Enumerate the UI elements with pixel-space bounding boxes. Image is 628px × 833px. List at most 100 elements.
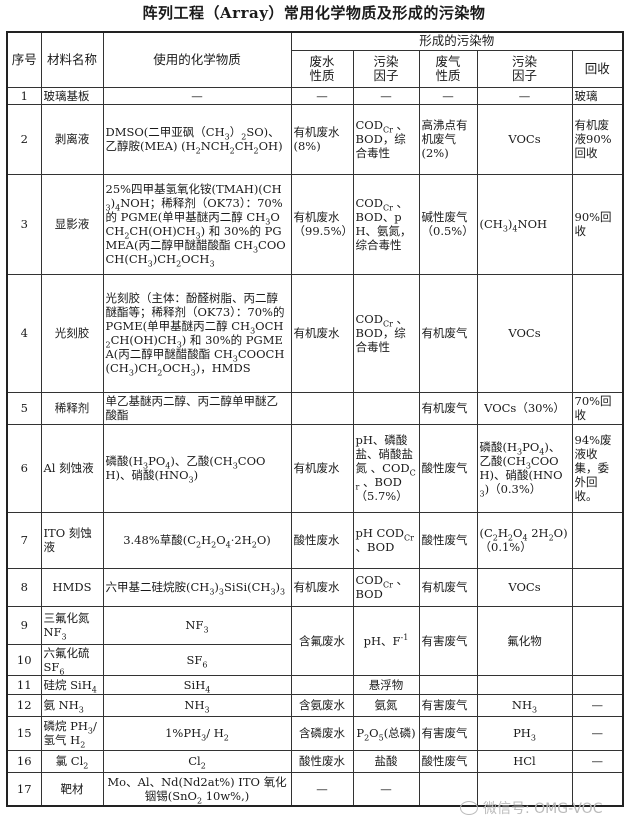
wastewater-factor: 盐酸 bbox=[352, 749, 420, 773]
waste-gas-type: 有害废气 bbox=[418, 693, 478, 717]
wastewater-type: 含磷废水 bbox=[290, 715, 354, 751]
chemical-substances: — bbox=[102, 86, 292, 105]
wastewater-type: — bbox=[290, 771, 354, 807]
chemical-substances: Mo、Al、Nd(Nd2at%) ITO 氧化铟锡(SnO2 10w%,) bbox=[102, 771, 292, 807]
material-name: 稀释剂 bbox=[40, 391, 104, 425]
material-name: HMDS bbox=[40, 567, 104, 607]
wastewater-type: 含氨废水 bbox=[290, 693, 354, 717]
wastewater-factor: CODCr 、BOD，综合毒性 bbox=[352, 103, 420, 175]
wastewater-factor: CODCr 、BOD，综合毒性 bbox=[352, 273, 420, 393]
chemical-substances: 3.48%草酸(C2H2O4·2H2O) bbox=[102, 511, 292, 569]
material-name: 靶材 bbox=[40, 771, 104, 807]
pollutant-table: 序号 材料名称 使用的化学物质 形成的污染物 废水性质 污染因子 废气性质 污染… bbox=[6, 31, 625, 807]
waste-gas-type: 酸性废气 bbox=[418, 749, 478, 773]
recovery: 90%回收 bbox=[571, 173, 624, 275]
chemical-substances: 六甲基二硅烷胺(CH3)3SiSi(CH3)3 bbox=[102, 567, 292, 607]
table-row: 7 ITO 刻蚀液 3.48%草酸(C2H2O4·2H2O) 酸性废水 pH CODCr… bbox=[6, 511, 624, 569]
wastewater-type bbox=[290, 674, 354, 695]
recovery bbox=[571, 674, 624, 695]
waste-gas-factor: VOCs bbox=[476, 103, 573, 175]
recovery bbox=[571, 511, 624, 569]
table-row: 11 硅烷 SiH4 SiH4 悬浮物 bbox=[6, 674, 624, 695]
wastewater-type: 有机废水 bbox=[290, 273, 354, 393]
material-name: 氨 NH3 bbox=[40, 693, 104, 717]
header-recovery: 回收 bbox=[571, 49, 624, 88]
table-row: 1 玻璃基板 — — — — — 玻璃 bbox=[6, 86, 624, 105]
recovery: 70%回收 bbox=[571, 391, 624, 425]
waste-gas-factor: (CH3)4NOH bbox=[476, 173, 573, 275]
waste-gas-type: 高沸点有机废气(2%) bbox=[418, 103, 478, 175]
material-name: 显影液 bbox=[40, 173, 104, 275]
wastewater-type: 酸性废水 bbox=[290, 749, 354, 773]
page-title: 阵列工程（Array）常用化学物质及形成的污染物 bbox=[142, 4, 486, 22]
waste-gas-type: 有机废气 bbox=[418, 567, 478, 607]
row-number: 1 bbox=[6, 86, 42, 105]
table-row: 9 三氟化氮 NF3 NF3 含氟废水 pH、F-1 有害废气 氟化物 bbox=[6, 605, 624, 676]
row-number: 16 bbox=[6, 749, 42, 773]
row-number: 5 bbox=[6, 391, 42, 425]
waste-gas-factor: VOCs（30%） bbox=[476, 391, 573, 425]
row-number: 12 bbox=[6, 693, 42, 717]
chemical-substances: NH3 bbox=[102, 693, 292, 717]
watermark-text: 微信号: OMG-VOC bbox=[483, 801, 603, 817]
table-row: 2 剥离液 DMSO(二甲亚砜（CH3）2SO)、乙醇胺(MEA) (H2NCH2C… bbox=[6, 103, 624, 175]
header-material: 材料名称 bbox=[40, 31, 104, 88]
wastewater-factor: 悬浮物 bbox=[352, 674, 420, 695]
chemical-substances: SF6 bbox=[102, 643, 292, 676]
material-name: 硅烷 SiH4 bbox=[40, 674, 104, 695]
material-name: 磷烷 PH3/氢气 H2 bbox=[40, 715, 104, 751]
row-number: 8 bbox=[6, 567, 42, 607]
chemical-substances: 磷酸(H3PO4)、乙酸(CH3COOH)、硝酸(HNO3) bbox=[102, 423, 292, 513]
wastewater-factor: pH、磷酸盐、硝酸盐氮 、CODCr 、BOD（5.7%） bbox=[352, 423, 420, 513]
row-number: 2 bbox=[6, 103, 42, 175]
header-gas: 废气性质 bbox=[418, 49, 478, 88]
chemical-substances: 光刻胶（主体：酚醛树脂、丙二醇醚酯等；稀释剂（OK73）：70%的 PGME(单… bbox=[102, 273, 292, 393]
wastewater-factor: CODCr 、BOD、pH、氨氮，综合毒性 bbox=[352, 173, 420, 275]
row-number: 7 bbox=[6, 511, 42, 569]
watermark: 微信号: OMG-VOC bbox=[460, 798, 602, 818]
wastewater-factor bbox=[352, 391, 420, 425]
chemical-substances: 单乙基醚丙二醇、丙二醇单甲醚乙酸酯 bbox=[102, 391, 292, 425]
header-no: 序号 bbox=[6, 31, 42, 88]
wastewater-type: 含氟废水 bbox=[290, 605, 354, 676]
waste-gas-type: 碱性废气（0.5%） bbox=[418, 173, 478, 275]
chemical-substances: 1%PH3/ H2 bbox=[102, 715, 292, 751]
wastewater-type: — bbox=[290, 86, 354, 105]
row-number: 4 bbox=[6, 273, 42, 393]
waste-gas-type: 有机废气 bbox=[418, 273, 478, 393]
row-number: 11 bbox=[6, 674, 42, 695]
chemical-substances: Cl2 bbox=[102, 749, 292, 773]
waste-gas-factor bbox=[476, 771, 573, 807]
wastewater-factor: pH、F-1 bbox=[352, 605, 420, 676]
wastewater-type: 有机废水 bbox=[290, 567, 354, 607]
table-row: 12 氨 NH3 NH3 含氨废水 氨氮 有害废气 NH3— bbox=[6, 693, 624, 717]
recovery: 有机废液90%回收 bbox=[571, 103, 624, 175]
recovery bbox=[571, 771, 624, 807]
wastewater-factor: — bbox=[352, 771, 420, 807]
row-number: 10 bbox=[6, 643, 42, 676]
wechat-icon bbox=[460, 801, 478, 815]
material-name: 玻璃基板 bbox=[40, 86, 104, 105]
wastewater-type: 有机废水 bbox=[290, 423, 354, 513]
material-name: 六氟化硫 SF6 bbox=[40, 643, 104, 676]
waste-gas-type bbox=[418, 771, 478, 807]
waste-gas-factor: 磷酸(H3PO4)、乙酸(CH3COOH)、硝酸(HNO3)（0.3%） bbox=[476, 423, 573, 513]
waste-gas-type: 有机废气 bbox=[418, 391, 478, 425]
wastewater-type: 酸性废水 bbox=[290, 511, 354, 569]
header-wastewater: 废水性质 bbox=[290, 49, 354, 88]
wastewater-factor: pH CODCr 、BOD bbox=[352, 511, 420, 569]
wastewater-type: 有机废水(8%) bbox=[290, 103, 354, 175]
row-number: 3 bbox=[6, 173, 42, 275]
waste-gas-type: — bbox=[418, 86, 478, 105]
wastewater-factor: CODCr 、BOD bbox=[352, 567, 420, 607]
recovery: — bbox=[571, 715, 624, 751]
waste-gas-factor: — bbox=[476, 86, 573, 105]
recovery bbox=[571, 605, 624, 676]
wastewater-factor: P2O5(总磷) bbox=[352, 715, 420, 751]
chemical-substances: DMSO(二甲亚砜（CH3）2SO)、乙醇胺(MEA) (H2NCH2CH2OH… bbox=[102, 103, 292, 175]
chemical-substances: NF3 bbox=[102, 605, 292, 645]
material-name: Al 刻蚀液 bbox=[40, 423, 104, 513]
recovery bbox=[571, 567, 624, 607]
waste-gas-factor: HCl bbox=[476, 749, 573, 773]
waste-gas-factor: (C2H2O4 2H2O)（0.1%） bbox=[476, 511, 573, 569]
